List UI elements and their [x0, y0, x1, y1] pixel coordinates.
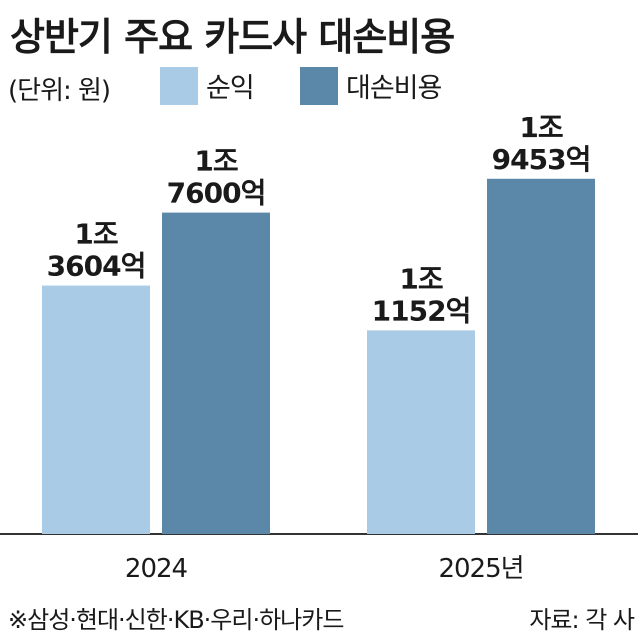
chart-title: 상반기 주요 카드사 대손비용: [10, 15, 455, 59]
legend-label-cost: 대손비용: [346, 73, 442, 104]
bar-income-1: [367, 330, 475, 534]
legend-item-cost: 대손비용: [300, 66, 442, 105]
x-tick-label-1: 2025년: [438, 554, 523, 584]
data-label-cost-1: 1조 9453억: [492, 111, 591, 176]
legend-label-income: 순익: [206, 73, 255, 104]
bar-cost-1: [487, 178, 595, 534]
data-label-cost-0: 1조 7600억: [167, 145, 266, 210]
data-label-income-0: 1조 3604억: [47, 218, 146, 283]
source-note: 자료: 각 사: [529, 606, 635, 634]
legend-item-income: 순익: [160, 66, 255, 105]
footnote: ※삼성·현대·신한·KB·우리·하나카드: [8, 606, 344, 634]
data-label-income-1: 1조 1152억: [372, 262, 471, 327]
unit-label: (단위: 원): [8, 76, 111, 106]
x-tick-label-0: 2024: [125, 554, 188, 584]
bar-cost-0: [162, 212, 270, 534]
bar-income-0: [42, 285, 150, 534]
legend-swatch-cost: [300, 66, 338, 105]
legend-swatch-income: [160, 66, 198, 105]
